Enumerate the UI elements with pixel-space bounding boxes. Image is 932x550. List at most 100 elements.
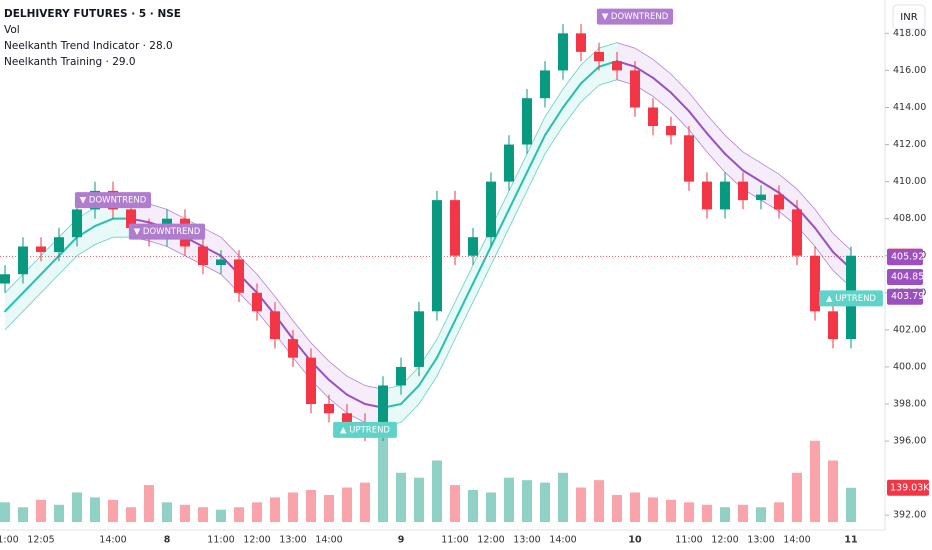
band-upper xyxy=(616,42,636,49)
volume-bar xyxy=(774,502,784,522)
volume-bar xyxy=(252,502,262,522)
volume-bar xyxy=(486,492,496,522)
band-lower xyxy=(598,79,618,86)
signal-label: ▼ DOWNTREND xyxy=(134,227,201,237)
candle-body xyxy=(432,200,442,312)
volume-bar xyxy=(828,460,838,522)
trend-line xyxy=(544,106,564,137)
trend-line xyxy=(526,134,546,174)
volume-bar xyxy=(36,499,46,522)
trend-line xyxy=(670,91,690,113)
indicator: Neelkanth Trend Indicator · 28.0 xyxy=(4,40,173,52)
volume-bar xyxy=(180,504,190,522)
band-upper xyxy=(760,162,780,175)
y-tick-label: 410.00 xyxy=(893,176,926,187)
y-tick-label: 416.00 xyxy=(893,65,926,76)
volume-bar xyxy=(324,494,334,522)
band-upper xyxy=(688,92,708,116)
band-upper xyxy=(652,58,672,75)
candle-body xyxy=(198,246,208,265)
trend-line xyxy=(706,132,726,155)
candle-body xyxy=(522,98,532,145)
band-lower xyxy=(202,264,222,275)
band-upper xyxy=(706,114,726,136)
band-lower xyxy=(706,151,726,173)
currency[interactable]: INR xyxy=(900,12,917,23)
band-upper xyxy=(256,274,276,297)
volume-bar xyxy=(72,492,82,522)
band-lower xyxy=(526,153,546,192)
candle-body xyxy=(252,292,262,312)
band-lower xyxy=(544,125,564,155)
x-tick-label: 11:00 xyxy=(675,535,702,546)
candle-body xyxy=(666,126,676,136)
signal: ▼ DOWNTREND xyxy=(596,8,674,25)
candle-body xyxy=(828,311,838,340)
y-tick-label: 398.00 xyxy=(893,398,926,409)
x-tick-label: 14:00 xyxy=(549,535,576,546)
currency-button[interactable] xyxy=(892,4,926,30)
volume-bar xyxy=(54,504,64,522)
band-upper xyxy=(778,173,798,190)
x-tick-label: 12:00 xyxy=(243,535,270,546)
y-tick-label: 396.00 xyxy=(893,436,926,447)
candle-body xyxy=(612,61,622,71)
indicator: Vol xyxy=(4,24,20,36)
y-tick-label: 412.00 xyxy=(893,139,926,150)
price-tag-label: 405.92 xyxy=(891,252,924,263)
volume-bar xyxy=(18,507,28,522)
y-tick-label: 408.00 xyxy=(893,213,926,224)
band-lower xyxy=(148,240,168,247)
band-upper xyxy=(166,209,186,220)
volume-bar xyxy=(738,504,748,522)
x-tick-label: 12:00 xyxy=(477,535,504,546)
volume-bar xyxy=(810,440,820,522)
candle-body xyxy=(540,70,550,99)
candle-body xyxy=(486,181,496,238)
volume-bar xyxy=(720,507,730,522)
band-upper xyxy=(580,47,600,66)
volume-bar xyxy=(360,482,370,522)
trend-line xyxy=(688,110,708,135)
volume-bar xyxy=(846,487,856,522)
trend-line xyxy=(454,282,474,322)
trend-line xyxy=(562,82,582,109)
y-tick-label: 400.00 xyxy=(893,361,926,372)
candle-body xyxy=(54,237,64,253)
band-lower xyxy=(328,398,348,414)
x-tick-label: 10 xyxy=(628,535,642,546)
trend-line xyxy=(652,76,672,94)
band-lower xyxy=(688,129,708,153)
candle-body xyxy=(630,70,640,108)
volume-tag-label: 139.03K xyxy=(890,482,930,493)
band-lower xyxy=(652,96,672,112)
volume-bar xyxy=(90,497,100,522)
x-tick-label: 13:00 xyxy=(747,535,774,546)
candle-body xyxy=(216,259,226,265)
candle-body xyxy=(450,200,460,256)
candle-body xyxy=(756,194,766,201)
trend-line xyxy=(724,152,744,172)
band-lower xyxy=(166,246,186,257)
signal-label: ▲ UPTREND xyxy=(826,294,876,304)
volume-bar xyxy=(576,487,586,522)
band-upper xyxy=(598,42,618,49)
x-tick-label: 11:00 xyxy=(0,535,19,546)
volume-bar xyxy=(468,490,478,522)
candle-body xyxy=(594,51,604,62)
band-upper xyxy=(346,375,366,386)
trend-line xyxy=(760,180,780,194)
volume-bar xyxy=(144,485,154,522)
band-upper xyxy=(562,64,582,90)
candle-body xyxy=(702,181,712,210)
band-upper xyxy=(742,151,762,164)
band-lower xyxy=(40,273,60,294)
trend-line xyxy=(490,208,510,248)
candle-body xyxy=(720,181,730,210)
signal-box xyxy=(819,290,883,307)
volume-bar xyxy=(504,477,514,522)
volume-bar xyxy=(234,507,244,522)
volume-bar xyxy=(756,507,766,522)
signal: ▲ UPTREND xyxy=(333,421,397,438)
price-tag-label: 404.85 xyxy=(891,272,924,283)
